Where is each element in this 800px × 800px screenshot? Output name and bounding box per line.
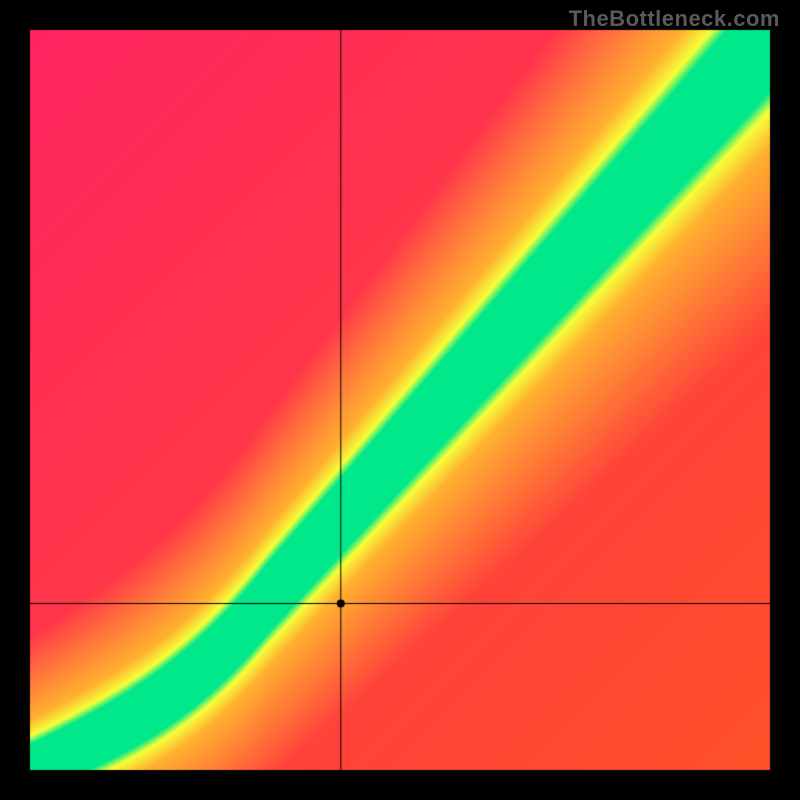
bottleneck-heatmap [0, 0, 800, 800]
chart-container: TheBottleneck.com [0, 0, 800, 800]
watermark-label: TheBottleneck.com [569, 6, 780, 32]
